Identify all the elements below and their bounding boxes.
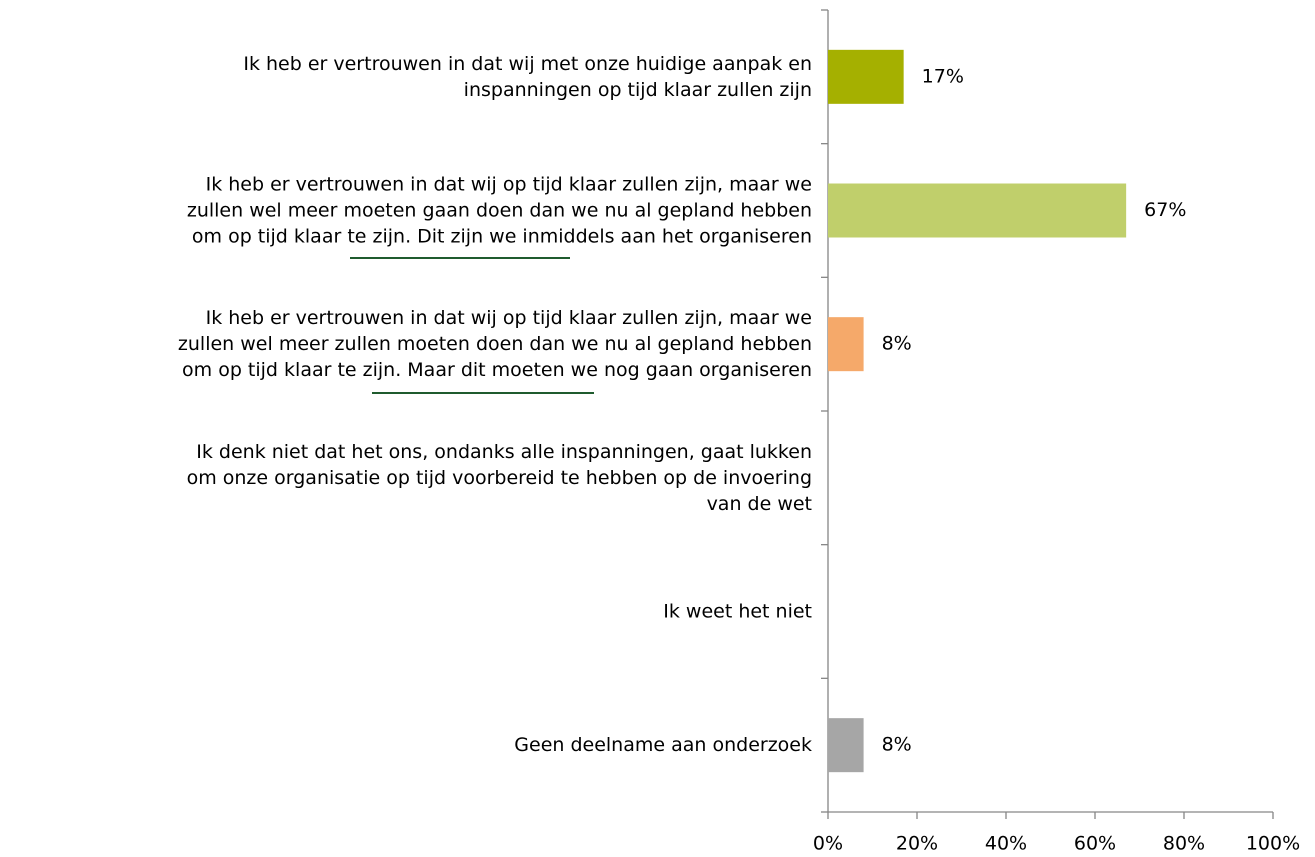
category-label: Ik heb er vertrouwen in dat wij met onze… xyxy=(243,52,812,100)
x-tick-label: 80% xyxy=(1163,833,1205,855)
bar xyxy=(828,49,904,104)
category-label: Ik denk niet dat het ons, ondanks alle i… xyxy=(187,440,812,514)
x-tick-label: 20% xyxy=(896,833,938,855)
category-label: Ik heb er vertrouwen in dat wij op tijd … xyxy=(187,173,812,247)
value-label: 8% xyxy=(882,734,912,756)
category-label: Ik weet het niet xyxy=(663,600,812,622)
x-tick-label: 100% xyxy=(1246,833,1300,855)
value-label: 8% xyxy=(882,333,912,355)
bar xyxy=(828,183,1127,238)
value-label: 17% xyxy=(922,65,964,87)
x-tick-label: 60% xyxy=(1074,833,1116,855)
category-label: Ik heb er vertrouwen in dat wij op tijd … xyxy=(178,307,812,381)
bar xyxy=(828,718,864,773)
value-label: 67% xyxy=(1144,199,1186,221)
x-tick-label: 40% xyxy=(985,833,1027,855)
category-label: Geen deelname aan onderzoek xyxy=(514,734,812,756)
x-tick-label: 0% xyxy=(813,833,843,855)
bar xyxy=(828,317,864,372)
